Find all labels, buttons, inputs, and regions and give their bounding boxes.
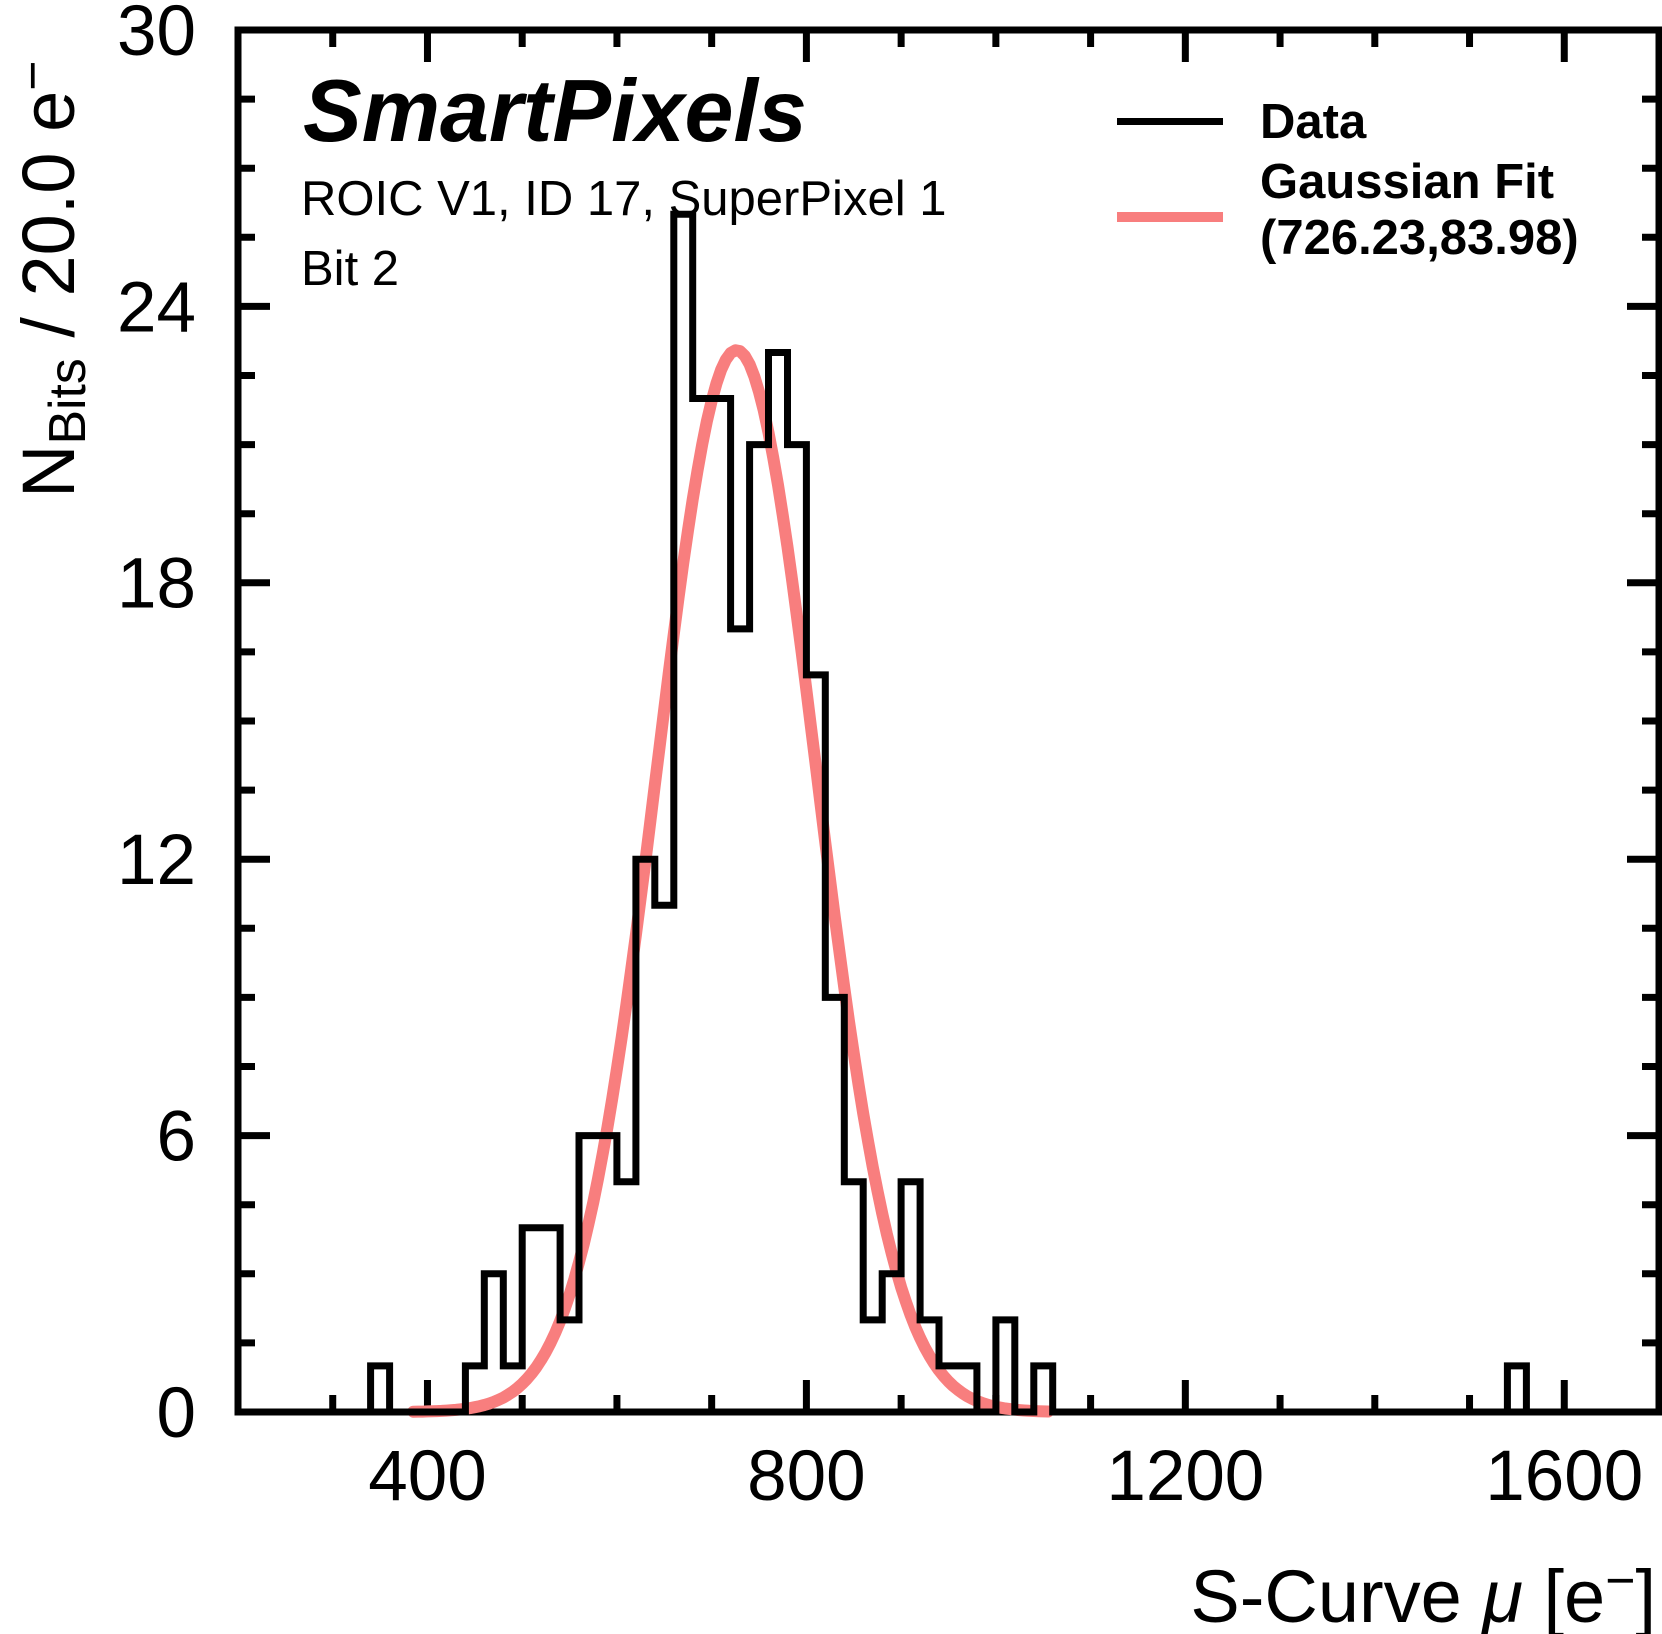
plot-subtitle-bit: Bit 2 [301, 242, 400, 296]
mu-symbol: μ [1482, 1555, 1523, 1634]
superscript-minus: − [3, 60, 61, 91]
legend-fit-label-line2: (726.23,83.98) [1260, 211, 1579, 265]
y-tick-label: 18 [117, 545, 196, 624]
legend-data-line-sample [1117, 118, 1223, 125]
x-tick-label: 1600 [1485, 1437, 1643, 1516]
y-tick-label: 12 [117, 821, 196, 900]
superscript-minus: − [1605, 1551, 1636, 1609]
gaussian-fit-curve [407, 344, 1054, 1418]
y-tick-label: 24 [117, 268, 196, 347]
legend-fit-label: Gaussian Fit (726.23,83.98) [1260, 154, 1579, 266]
y-axis-title: NBits / 20.0 e− [3, 60, 96, 498]
x-tick-label: 1200 [1106, 1437, 1264, 1516]
plot-subtitle-roic: ROIC V1, ID 17, SuperPixel 1 [301, 172, 947, 226]
x-tick-label: 400 [368, 1437, 486, 1516]
data-histogram-steps [238, 210, 1659, 1416]
legend-fit-line-sample [1117, 212, 1223, 222]
y-tick-label: 6 [157, 1097, 197, 1176]
y-tick-label: 30 [117, 0, 196, 71]
subscript-bits: Bits [37, 358, 96, 445]
x-axis-title: S-Curve μ [e−] [1190, 1550, 1656, 1634]
y-tick-label: 0 [157, 1374, 197, 1453]
plot-title: SmartPixels [303, 61, 807, 160]
legend-fit-label-line1: Gaussian Fit [1260, 155, 1555, 209]
legend-data-label: Data [1260, 95, 1367, 149]
x-tick-label: 800 [747, 1437, 865, 1516]
